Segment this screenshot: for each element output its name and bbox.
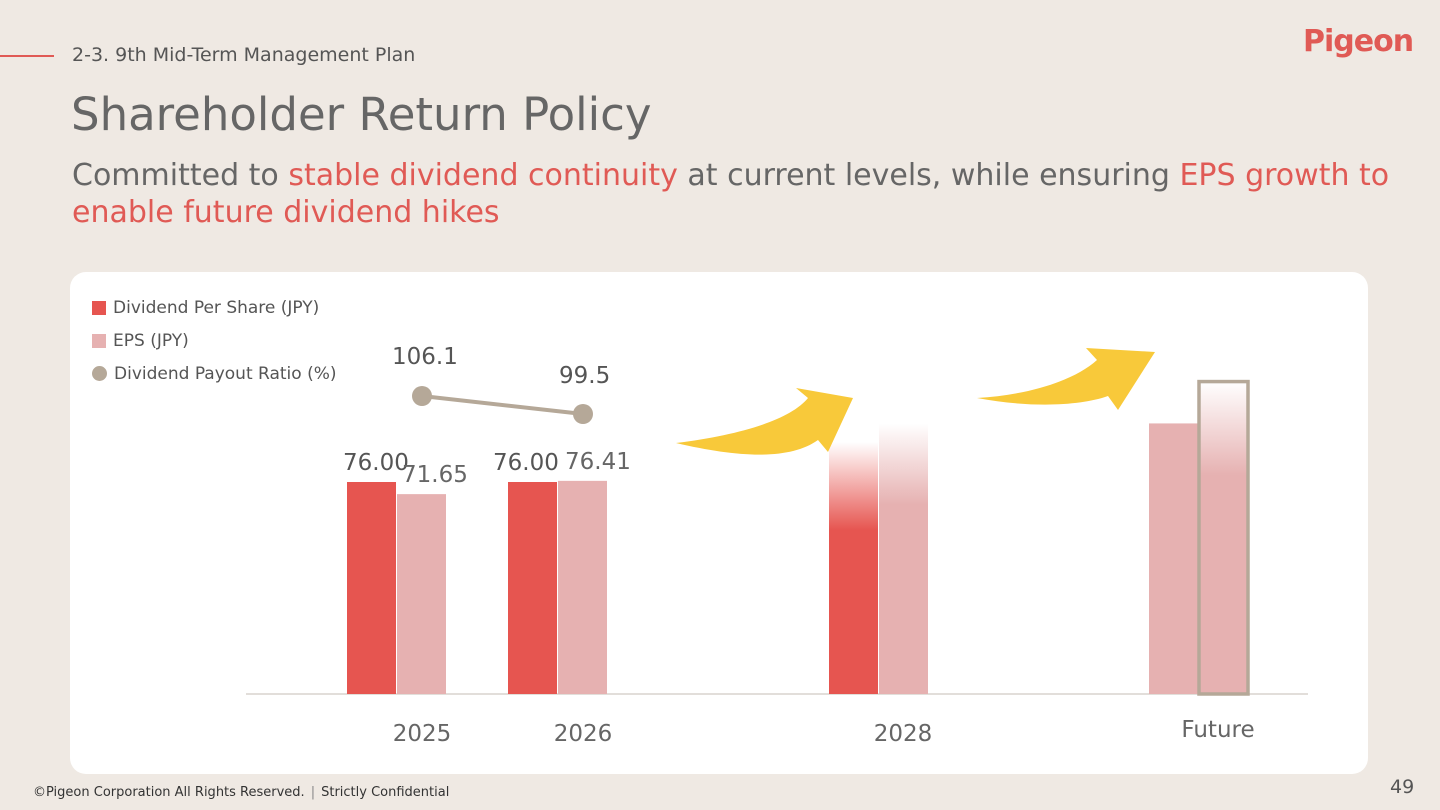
bar-eps-2028 xyxy=(879,423,928,694)
growth-arrow-icon xyxy=(676,388,853,455)
subtitle: Committed to stable dividend continuity … xyxy=(72,157,1402,231)
bar-eps-2026 xyxy=(558,480,607,694)
section-accent-line xyxy=(0,55,54,57)
legend-swatch-dps xyxy=(92,300,106,315)
legend-label-dps: Dividend Per Share (JPY) xyxy=(113,297,320,318)
footer-separator: | xyxy=(310,785,316,800)
data-label-dps-2025: 76.00 xyxy=(343,450,409,476)
payout-point-2026 xyxy=(573,404,593,424)
payout-point-2025 xyxy=(412,386,432,406)
growth-arrow-icon xyxy=(977,348,1155,410)
bar-dps-2028 xyxy=(829,442,878,694)
legend-item-payout: Dividend Payout Ratio (%) xyxy=(92,357,337,390)
subtitle-part: EPS growth to enable future dividend hik… xyxy=(72,158,1390,230)
bar-eps-future xyxy=(1149,423,1198,694)
bar-eps-2025 xyxy=(397,494,446,694)
data-label-payout-2026: 99.5 xyxy=(559,363,610,389)
subtitle-part: Committed to xyxy=(72,158,289,193)
data-label-dps-2026: 76.00 xyxy=(493,450,559,476)
subtitle-part: at current levels, while ensuring xyxy=(677,158,1180,193)
data-label-eps-2026: 76.41 xyxy=(565,449,631,475)
footer: ©Pigeon Corporation All Rights Reserved.… xyxy=(33,785,449,800)
bar-dps-2026 xyxy=(508,482,557,694)
footer-confidential: Strictly Confidential xyxy=(321,785,450,800)
legend-swatch-payout xyxy=(92,366,107,381)
category-label-2026: 2026 xyxy=(554,721,613,747)
subtitle-part: stable dividend continuity xyxy=(288,158,678,193)
data-label-eps-2025: 71.65 xyxy=(402,462,468,488)
chart-legend: Dividend Per Share (JPY) EPS (JPY) Divid… xyxy=(92,291,337,390)
legend-swatch-eps xyxy=(92,333,106,348)
page-number: 49 xyxy=(1390,776,1415,798)
page-title: Shareholder Return Policy xyxy=(71,88,652,141)
data-label-payout-2025: 106.1 xyxy=(392,344,458,370)
bar-dps-2025 xyxy=(347,482,396,694)
category-label-2025: 2025 xyxy=(393,721,452,747)
section-label: 2-3. 9th Mid-Term Management Plan xyxy=(72,44,416,66)
pigeon-logo: Pigeon xyxy=(1303,24,1414,59)
category-label-future: Future xyxy=(1181,717,1254,743)
footer-copyright: ©Pigeon Corporation All Rights Reserved. xyxy=(33,785,305,800)
legend-item-eps: EPS (JPY) xyxy=(92,324,337,357)
legend-label-eps: EPS (JPY) xyxy=(113,330,189,351)
category-label-2028: 2028 xyxy=(874,721,933,747)
legend-label-payout: Dividend Payout Ratio (%) xyxy=(114,363,337,384)
legend-item-dps: Dividend Per Share (JPY) xyxy=(92,291,337,324)
payout-ratio-line xyxy=(421,394,584,416)
bar-eps-future-target xyxy=(1197,379,1250,696)
